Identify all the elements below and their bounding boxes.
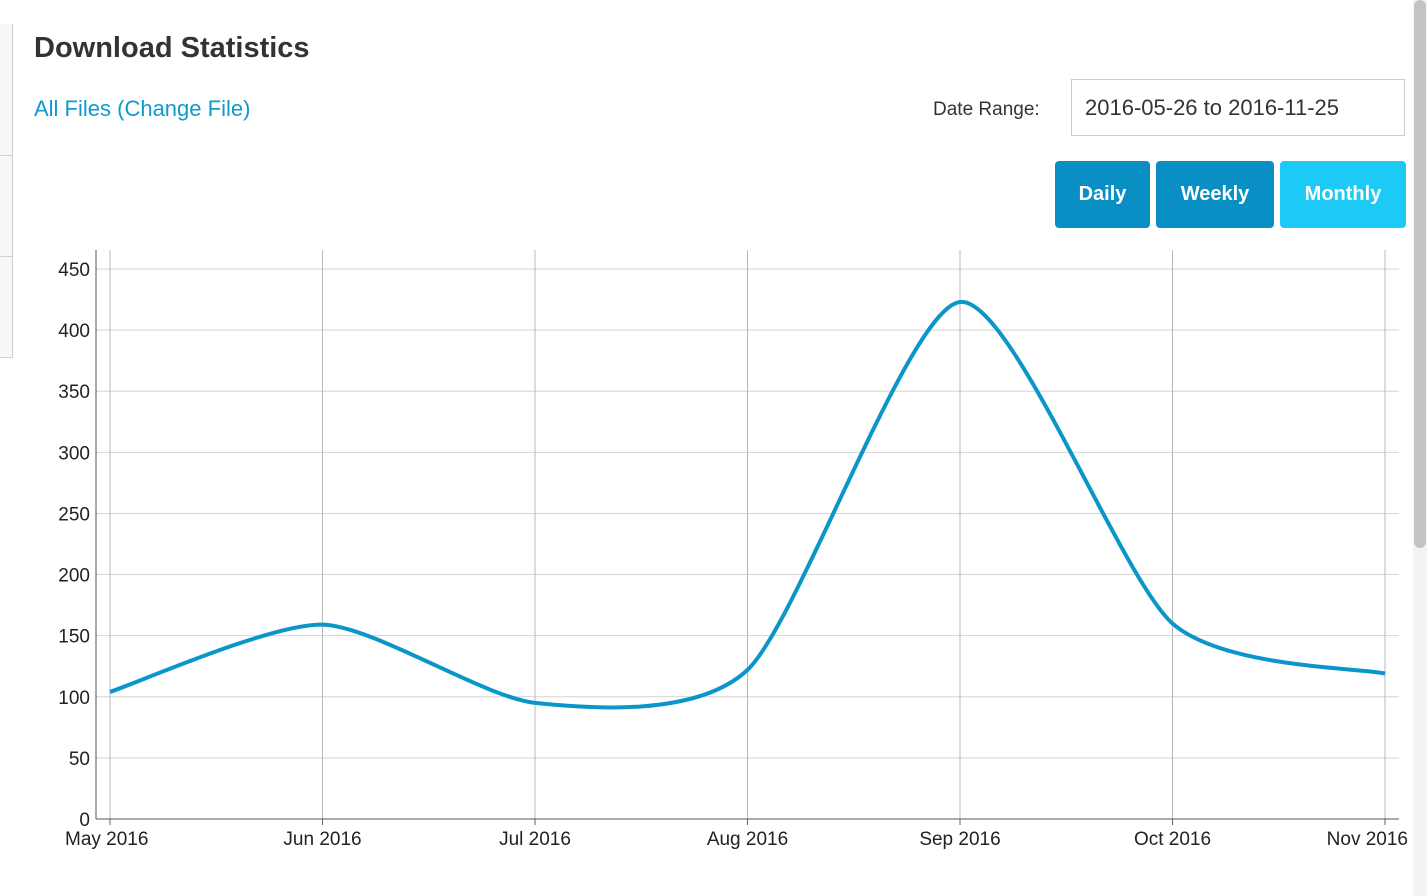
- y-tick-label: 400: [58, 321, 90, 342]
- daily-button[interactable]: Daily: [1055, 161, 1150, 228]
- x-tick-label: Sep 2016: [919, 829, 1000, 850]
- page-title: Download Statistics: [34, 32, 310, 64]
- data-point: [532, 700, 538, 706]
- date-range-input[interactable]: [1071, 79, 1405, 136]
- x-tick-label: Jun 2016: [283, 829, 361, 850]
- data-point: [957, 299, 963, 305]
- y-tick-label: 150: [58, 627, 90, 648]
- page-scrollbar[interactable]: [1413, 0, 1427, 896]
- sidebar-divider: [0, 357, 12, 358]
- change-file-link[interactable]: All Files (Change File): [34, 96, 251, 121]
- data-point: [1382, 671, 1388, 677]
- x-tick-label: May 2016: [65, 829, 148, 850]
- sidebar-divider: [0, 155, 12, 156]
- data-point: [1170, 620, 1176, 626]
- data-point: [107, 689, 113, 695]
- data-point: [745, 667, 751, 673]
- x-tick-label: Oct 2016: [1134, 829, 1211, 850]
- y-tick-label: 300: [58, 443, 90, 464]
- y-tick-label: 200: [58, 566, 90, 587]
- y-tick-label: 100: [58, 688, 90, 709]
- sidebar-edge: [0, 24, 13, 358]
- sidebar-divider: [0, 256, 12, 257]
- x-tick-label: Aug 2016: [707, 829, 788, 850]
- y-tick-label: 450: [58, 260, 90, 281]
- y-tick-label: 350: [58, 382, 90, 403]
- downloads-series-line: [109, 299, 1386, 710]
- data-point: [320, 622, 326, 628]
- y-tick-label: 0: [79, 810, 90, 831]
- y-tick-label: 250: [58, 504, 90, 525]
- scrollbar-thumb[interactable]: [1414, 0, 1426, 548]
- y-tick-label: 50: [69, 749, 90, 770]
- date-range-label: Date Range:: [933, 99, 1040, 120]
- monthly-button[interactable]: Monthly: [1280, 161, 1406, 228]
- x-tick-label: Jul 2016: [499, 829, 571, 850]
- x-tick-label: Nov 2016: [1327, 829, 1408, 850]
- weekly-button[interactable]: Weekly: [1156, 161, 1274, 228]
